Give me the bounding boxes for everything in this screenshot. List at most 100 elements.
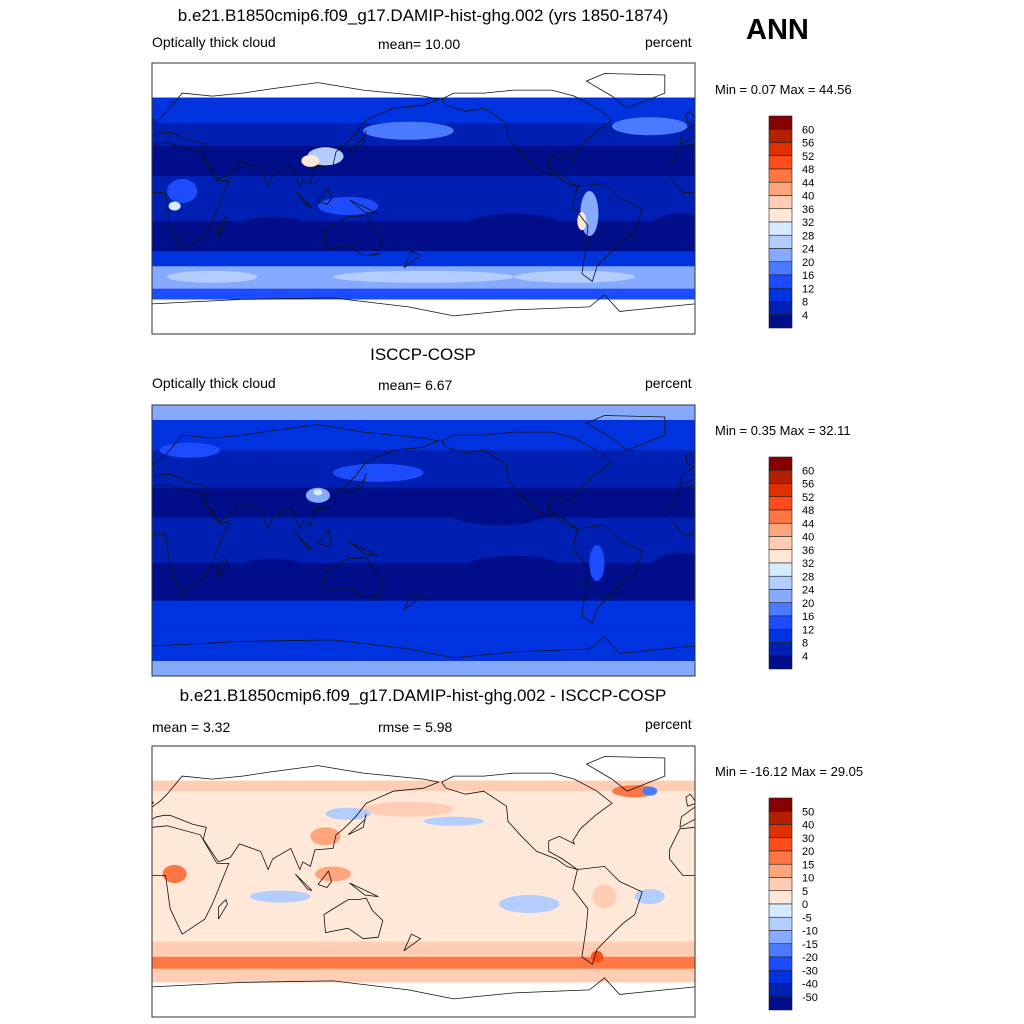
field-band [152, 175, 695, 222]
field-contour [363, 801, 454, 817]
colorbar-tick-label: 28 [802, 230, 814, 242]
field-band [152, 600, 695, 631]
coastline [669, 826, 695, 876]
coastline [217, 215, 228, 237]
field-contour [589, 545, 605, 582]
coastline [0, 432, 69, 528]
field-contour [159, 442, 220, 458]
colorbar-box [768, 469, 793, 484]
colorbar-tick-label: -40 [802, 979, 818, 991]
coastline [294, 873, 313, 891]
colorbar-tick-label: 12 [802, 624, 814, 636]
colorbar-tick-label: 5 [802, 886, 808, 898]
field-band [152, 420, 695, 451]
colorbar-box [768, 509, 793, 524]
field-contour [325, 807, 371, 820]
colorbar-tick-label: 48 [802, 505, 814, 517]
field-contour [461, 555, 567, 586]
panel-title: b.e21.B1850cmip6.f09_g17.DAMIP-hist-ghg.… [177, 6, 669, 25]
coastline [838, 533, 855, 550]
colorbar-box [768, 655, 793, 670]
panel-title: b.e21.B1850cmip6.f09_g17.DAMIP-hist-ghg.… [179, 686, 667, 705]
colorbar-tick-label: -10 [802, 926, 818, 938]
field-band [152, 956, 695, 969]
coastline [947, 593, 964, 610]
colorbar-box [768, 456, 793, 471]
coastline [403, 933, 422, 952]
field-contour [498, 895, 560, 914]
colorbar-box [768, 628, 793, 643]
colorbar-tick-label: 40 [802, 191, 814, 203]
coastline [891, 473, 909, 494]
coastline [441, 89, 613, 187]
coastline [152, 825, 230, 935]
colorbar-box [768, 797, 793, 812]
coastline [152, 142, 230, 252]
coastline [947, 251, 964, 268]
colorbar-box [768, 824, 793, 839]
field-contour [577, 212, 587, 231]
colorbar-tick-label: 52 [802, 151, 814, 163]
map-model [0, 62, 964, 335]
colorbar-box [768, 589, 793, 604]
field-band [152, 780, 695, 792]
field-band [152, 630, 695, 661]
colorbar-tick-label: 36 [802, 545, 814, 557]
coastline [317, 187, 332, 205]
panel-title: ISCCP-COSP [370, 345, 476, 364]
colorbar-tick-label: 36 [802, 204, 814, 216]
variable-label: Optically thick cloud [152, 375, 276, 391]
field-band [152, 288, 695, 300]
colorbar-tick-label: 8 [802, 297, 808, 309]
colorbar-box [768, 155, 793, 170]
coastline [294, 532, 313, 550]
colorbar-tick-label: 0 [802, 899, 808, 911]
colorbar-box [768, 837, 793, 852]
coastline [893, 200, 922, 214]
colorbar-tick-label: 16 [802, 270, 814, 282]
coastline [347, 130, 367, 153]
coastline [585, 73, 666, 109]
field-contour [167, 270, 258, 283]
field-contour [649, 552, 695, 589]
units-label: percent [645, 716, 692, 732]
coastline [838, 191, 855, 208]
coastline [947, 934, 964, 951]
field-band [152, 968, 695, 983]
coastline [30, 525, 99, 623]
coastline [152, 424, 440, 530]
units-label: percent [645, 34, 692, 50]
map-frame [151, 745, 696, 1018]
coastline [867, 898, 926, 939]
field-contour [167, 178, 198, 204]
field-contour [446, 495, 552, 526]
coastline [0, 90, 69, 186]
map-obs [0, 404, 964, 677]
field-contour [612, 117, 688, 136]
field-band [152, 660, 695, 676]
colorbar-tick-label: 56 [802, 138, 814, 150]
colorbar-tick-label: 44 [802, 518, 814, 530]
coastline [572, 865, 643, 965]
colorbar-box [768, 890, 793, 905]
coastline [317, 870, 332, 888]
field-contour [310, 827, 341, 846]
field-contour [642, 786, 658, 796]
field-contour [363, 121, 454, 140]
coastline [679, 123, 695, 145]
coastline [867, 557, 926, 598]
colorbar-tick-label: 60 [802, 465, 814, 477]
colorbar-box [768, 810, 793, 825]
colorbar-tick-label: -5 [802, 912, 812, 924]
colorbar-box [768, 261, 793, 276]
field-band [152, 563, 695, 601]
colorbar-box [768, 562, 793, 577]
mean-label: mean = 3.32 [152, 719, 231, 735]
colorbar-tick-label: 32 [802, 217, 814, 229]
coastline [349, 882, 379, 897]
coastline [323, 556, 384, 599]
field-contour [592, 884, 617, 909]
colorbar-box [768, 536, 793, 551]
field-contour [301, 154, 320, 167]
